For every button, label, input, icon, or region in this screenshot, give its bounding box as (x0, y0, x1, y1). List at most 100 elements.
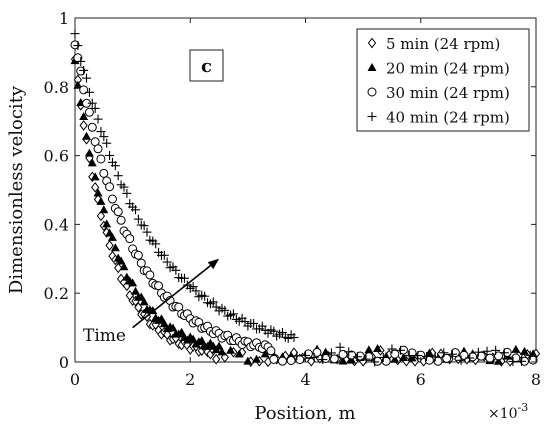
data-point (373, 343, 383, 352)
data-point (119, 182, 129, 192)
data-point (139, 221, 149, 231)
series-2 (70, 56, 538, 365)
data-point (228, 309, 238, 319)
data-point (396, 345, 406, 355)
data-point (361, 354, 371, 364)
data-point (162, 257, 172, 267)
data-point (318, 355, 328, 365)
legend-box (356, 28, 530, 132)
data-point (142, 227, 152, 237)
data-point (105, 150, 115, 160)
data-point (525, 350, 535, 360)
data-point (473, 347, 483, 357)
data-point (70, 29, 80, 39)
axis-ticks: 0 2 4 6 8 0 0.2 0.4 0.6 0.8 1 (44, 9, 542, 389)
data-point (133, 250, 143, 260)
data-point (197, 336, 207, 345)
data-point (96, 196, 106, 205)
data-point (208, 297, 218, 307)
data-point (407, 353, 417, 362)
data-point (430, 352, 440, 362)
data-point (79, 120, 88, 131)
data-point (90, 103, 100, 113)
data-point (79, 65, 89, 75)
data-point (96, 210, 106, 222)
data-point (159, 250, 169, 260)
data-point (79, 111, 89, 120)
data-point (217, 347, 227, 356)
data-point (122, 188, 132, 198)
data-point (191, 286, 201, 296)
x-exponent-base: ×10 (488, 406, 518, 422)
data-point (390, 354, 400, 363)
data-point (214, 341, 224, 350)
data-point (269, 326, 279, 336)
legend-marker (367, 87, 377, 97)
data-point (212, 353, 221, 365)
data-point (102, 138, 112, 148)
data-point (511, 353, 521, 363)
data-point (517, 356, 527, 366)
data-point (364, 345, 374, 354)
data-point (260, 349, 270, 358)
time-arrow (132, 265, 211, 329)
data-point (151, 239, 161, 249)
data-point (87, 122, 97, 132)
data-point (321, 347, 331, 356)
data-point (93, 114, 103, 124)
data-point (485, 353, 495, 363)
data-point (398, 353, 408, 362)
data-point (99, 168, 109, 178)
data-point (107, 232, 117, 241)
data-point (277, 356, 287, 366)
x-exponent-power: -3 (518, 401, 529, 414)
data-point (442, 353, 452, 363)
y-tick-label: 0.4 (44, 215, 69, 234)
y-tick-label: 0.2 (44, 284, 69, 303)
y-tick-label: 0.8 (44, 78, 69, 97)
data-point (70, 40, 80, 50)
data-point (352, 352, 362, 362)
legend-marker (367, 112, 377, 121)
data-point (344, 347, 354, 357)
x-tick-label: 0 (70, 370, 80, 389)
legend-marker (367, 63, 377, 71)
panel-label: c (201, 56, 212, 77)
data-point (511, 344, 521, 353)
data-point (338, 356, 348, 365)
y-tick-label: 1 (59, 9, 69, 28)
data-point (125, 234, 135, 244)
data-point (96, 154, 106, 164)
data-point (99, 205, 109, 214)
data-point (465, 353, 475, 363)
data-point (373, 356, 383, 366)
legend-item: 20 min (24 rpm) (367, 60, 510, 78)
data-point (355, 351, 365, 361)
x-tick-label: 8 (531, 370, 541, 389)
time-annotation: Time (83, 258, 220, 346)
data-point (289, 332, 299, 342)
legend-marker (367, 37, 377, 49)
legend-item: 5 min (24 rpm) (367, 35, 500, 53)
data-point (84, 87, 94, 97)
data-point (494, 351, 504, 361)
data-point (243, 356, 253, 365)
data-point (73, 41, 83, 51)
time-label: Time (83, 326, 126, 346)
x-tick-label: 6 (416, 370, 426, 389)
data-point (91, 182, 100, 193)
y-tick-label: 0.6 (44, 147, 69, 166)
data-point (378, 352, 388, 362)
data-point (234, 349, 244, 358)
data-point (326, 348, 336, 358)
legend-label: 40 min (24 rpm) (386, 109, 510, 127)
data-point (309, 352, 319, 362)
data-point (107, 194, 117, 204)
data-point (113, 207, 123, 217)
data-point (93, 144, 103, 154)
data-point (116, 256, 126, 265)
series-3 (70, 40, 538, 366)
data-point (90, 172, 100, 181)
legend-item: 40 min (24 rpm) (367, 109, 510, 127)
data-point (407, 348, 417, 358)
